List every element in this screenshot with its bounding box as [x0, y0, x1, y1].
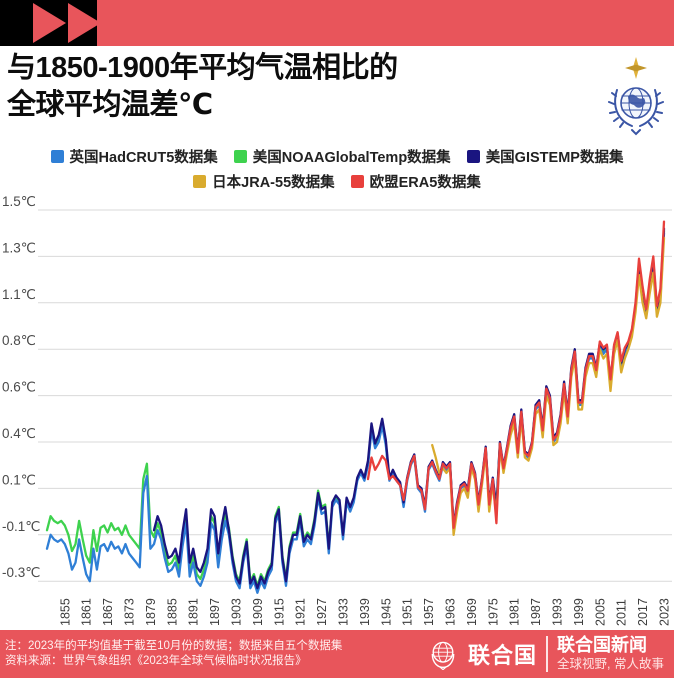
legend-label-jra55: 日本JRA-55数据集: [212, 175, 335, 191]
un-news-label: 联合国新闻: [557, 635, 648, 656]
x-axis-tick-label: 1975: [486, 598, 500, 626]
x-axis-tick-label: 1981: [508, 598, 522, 626]
x-axis-tick-label: 1873: [123, 598, 137, 626]
un-emblem-icon: [431, 641, 455, 670]
title-line-2: 全球平均温差℃: [7, 89, 213, 121]
x-axis-tick-label: 1861: [80, 598, 94, 626]
x-axis-tick-label: 1855: [58, 598, 72, 626]
y-axis-tick-label: 1.3℃: [2, 240, 36, 255]
legend-swatch-gistemp: [466, 150, 480, 163]
x-axis-tick-label: 1867: [101, 598, 115, 626]
legend-label-era5: 欧盟ERA5数据集: [369, 175, 481, 191]
x-axis-tick-label: 1945: [379, 598, 393, 626]
footer-bar: 注：2023年的平均值基于截至10月份的数据；数据来自五个数据集 资料来源：世界…: [0, 630, 674, 678]
x-axis-tick-label: 1987: [529, 598, 543, 626]
y-axis-tick-label: -0.3℃: [2, 565, 40, 580]
x-axis-tick-label: 1915: [272, 598, 286, 626]
x-axis-tick-label: 1897: [208, 598, 222, 626]
page-title: 与1850-1900年平均气温相比的 全球平均温差℃: [7, 50, 597, 124]
x-axis-tick-label: 1969: [465, 598, 479, 626]
x-axis-tick-label: 1957: [422, 598, 436, 626]
x-axis-tick-label: 1909: [251, 598, 265, 626]
x-axis-tick-label: 1885: [165, 598, 179, 626]
y-axis-tick-label: 0.6℃: [2, 380, 36, 395]
footer-divider: [546, 636, 549, 672]
legend-item-jra55: 日本JRA-55数据集: [193, 171, 335, 192]
y-axis-tick-label: 0.1℃: [2, 472, 36, 487]
x-axis-tick-label: 2011: [615, 599, 629, 626]
footer-note-2: 资料来源：世界气象组织《2023年全球气候临时状况报告》: [5, 655, 307, 667]
legend-label-gistemp: 美国GISTEMP数据集: [485, 150, 624, 166]
x-axis-tick-label: 1933: [337, 598, 351, 626]
footer-notes: 注：2023年的平均值基于截至10月份的数据；数据来自五个数据集 资料来源：世界…: [0, 639, 427, 669]
y-axis-tick-label: 0.4℃: [2, 426, 36, 441]
series-line-gistemp: [152, 227, 666, 590]
x-axis-tick-label: 1963: [444, 598, 458, 626]
legend-item-gistemp: 美国GISTEMP数据集: [466, 146, 624, 167]
legend-item-noaa: 美国NOAAGlobalTemp数据集: [233, 146, 451, 167]
temperature-line-chart: 1.5℃ 1.3℃ 1.1℃ 0.8℃ 0.6℃ 0.4℃ 0.1℃ -0.1℃ -0.3℃ 18…: [0, 192, 674, 628]
legend-label-hadcrut5: 英国HadCRUT5数据集: [69, 150, 218, 166]
x-axis-tick-label: 1921: [294, 598, 308, 626]
wmo-logo: [608, 57, 664, 136]
un-news-tagline: 全球视野, 常人故事: [557, 657, 664, 672]
x-axis-tick-label: 1879: [144, 598, 158, 626]
legend-label-noaa: 美国NOAAGlobalTemp数据集: [252, 150, 451, 166]
x-axis-tick-label: 1903: [230, 598, 244, 626]
brand-bar-red-block: [97, 0, 674, 46]
y-axis-tick-label: -0.1℃: [2, 519, 40, 534]
un-label: 联合国: [468, 643, 538, 668]
title-line-1: 与1850-1900年平均气温相比的: [7, 52, 398, 84]
footer-note-1: 注：2023年的平均值基于截至10月份的数据；数据来自五个数据集: [5, 640, 343, 652]
x-axis-tick-label: 1993: [551, 598, 565, 626]
x-axis-tick-label: 1939: [358, 598, 372, 626]
x-axis-tick-label: 1951: [401, 598, 415, 626]
legend-swatch-hadcrut5: [50, 150, 64, 163]
legend-swatch-jra55: [193, 175, 207, 188]
fast-forward-icon: [33, 3, 101, 43]
x-axis-tick-label: 1999: [572, 598, 586, 626]
x-axis-tick-label: 1927: [315, 598, 329, 626]
legend-swatch-era5: [350, 175, 364, 188]
chart-legend: 英国HadCRUT5数据集 美国NOAAGlobalTemp数据集 美国GISTEM…: [0, 146, 674, 196]
brand-bar: [0, 0, 674, 46]
x-axis-tick-label: 2023: [658, 598, 672, 626]
x-axis-tick-label: 2017: [636, 598, 650, 626]
series-line-era5: [366, 220, 666, 529]
legend-item-hadcrut5: 英国HadCRUT5数据集: [50, 146, 218, 167]
legend-swatch-noaa: [233, 150, 247, 163]
y-axis-tick-label: 1.5℃: [2, 194, 36, 209]
y-axis-tick-label: 1.1℃: [2, 287, 36, 302]
legend-row-2: 日本JRA-55数据集 欧盟ERA5数据集: [0, 171, 674, 192]
x-axis-tick-label: 2005: [593, 598, 607, 626]
legend-item-era5: 欧盟ERA5数据集: [350, 171, 481, 192]
un-branding: 联合国 联合国新闻 全球视野, 常人故事: [427, 635, 674, 672]
y-axis-tick-label: 0.8℃: [2, 333, 36, 348]
x-axis-tick-label: 1891: [187, 598, 201, 626]
series-line-noaa: [45, 229, 666, 587]
legend-row-1: 英国HadCRUT5数据集 美国NOAAGlobalTemp数据集 美国GISTEM…: [0, 146, 674, 167]
